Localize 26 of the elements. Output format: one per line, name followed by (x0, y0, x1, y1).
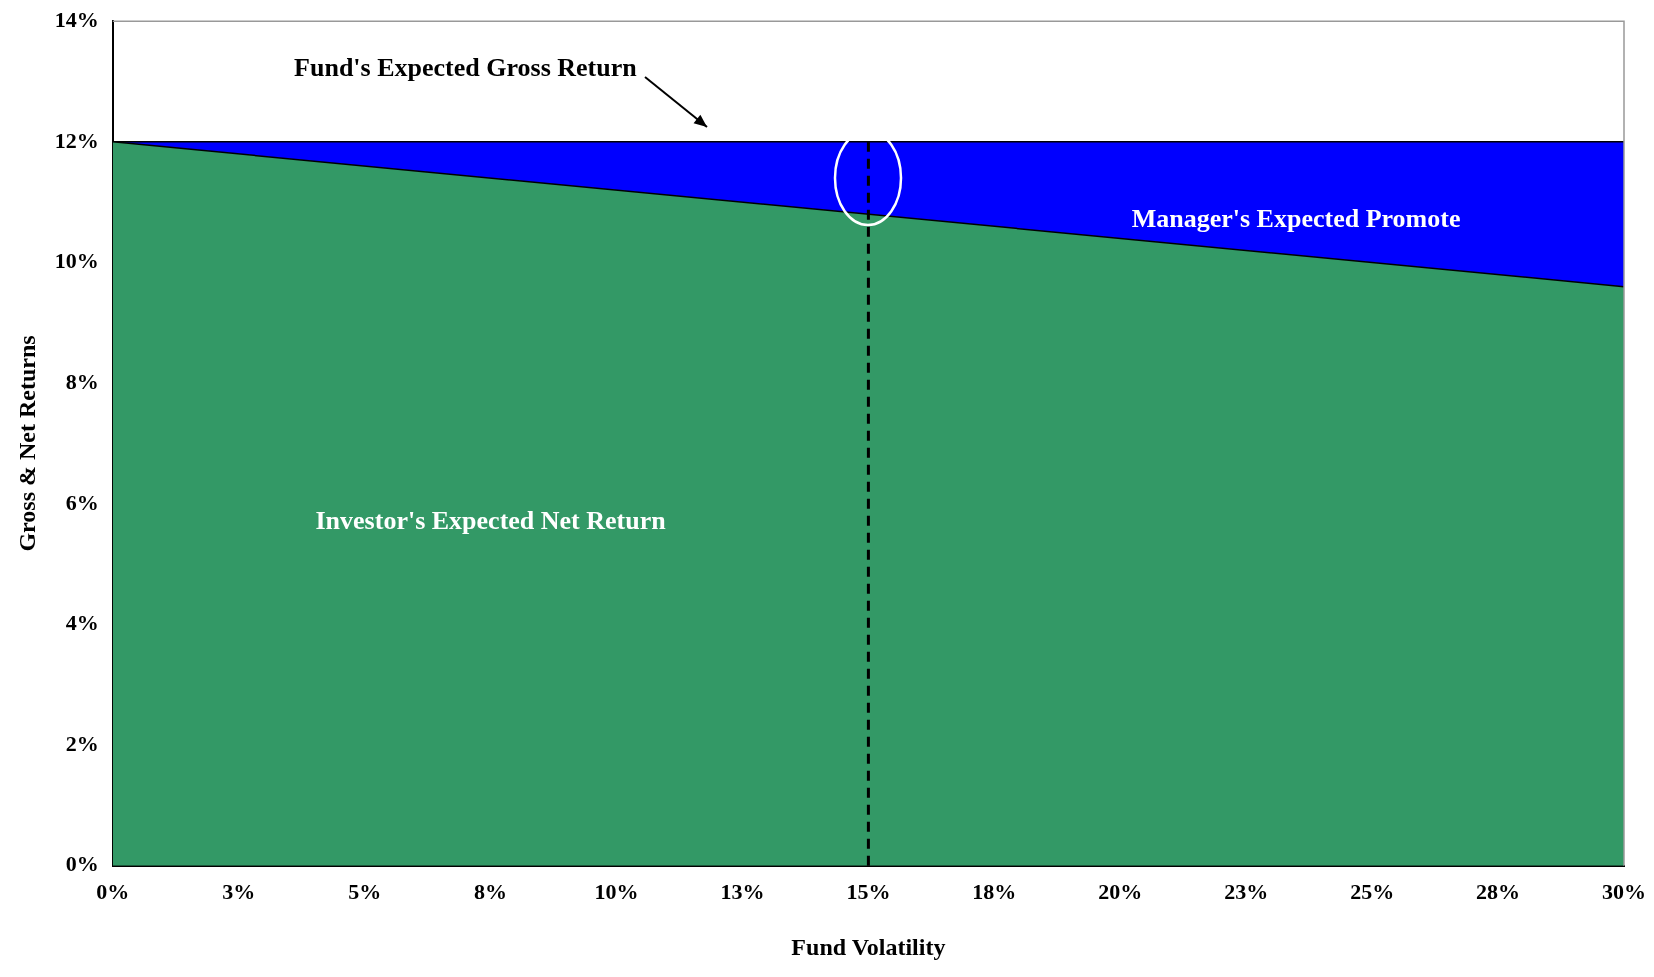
y-tick-label: 6% (65, 489, 99, 515)
x-tick-label: 3% (222, 878, 256, 904)
x-tick-label: 0% (96, 878, 130, 904)
y-tick-label: 12% (54, 127, 99, 153)
x-tick-label: 8% (474, 878, 508, 904)
x-tick-label: 30% (1602, 878, 1646, 904)
annotation: Investor's Expected Net Return (315, 505, 667, 535)
x-tick-label: 15% (846, 878, 891, 904)
annotation: Fund's Expected Gross Return (294, 53, 638, 83)
y-tick-label: 0% (65, 851, 99, 877)
x-tick-label: 23% (1224, 878, 1269, 904)
x-axis-title: Fund Volatility (791, 933, 946, 960)
y-axis-title: Gross & Net Returns (13, 335, 40, 552)
annotation: Manager's Expected Promote (1131, 204, 1461, 234)
x-tick-label: 28% (1476, 878, 1521, 904)
y-tick-label: 10% (54, 248, 99, 274)
x-tick-label: 20% (1098, 878, 1143, 904)
x-tick-label: 13% (720, 878, 765, 904)
x-tick-label: 5% (348, 878, 382, 904)
x-tick-label: 25% (1350, 878, 1395, 904)
y-tick-label: 4% (65, 610, 99, 636)
y-tick-label: 8% (65, 368, 99, 394)
x-tick-label: 18% (972, 878, 1017, 904)
x-tick-label: 10% (594, 878, 639, 904)
y-tick-label: 14% (54, 6, 99, 32)
y-tick-label: 2% (65, 730, 99, 756)
